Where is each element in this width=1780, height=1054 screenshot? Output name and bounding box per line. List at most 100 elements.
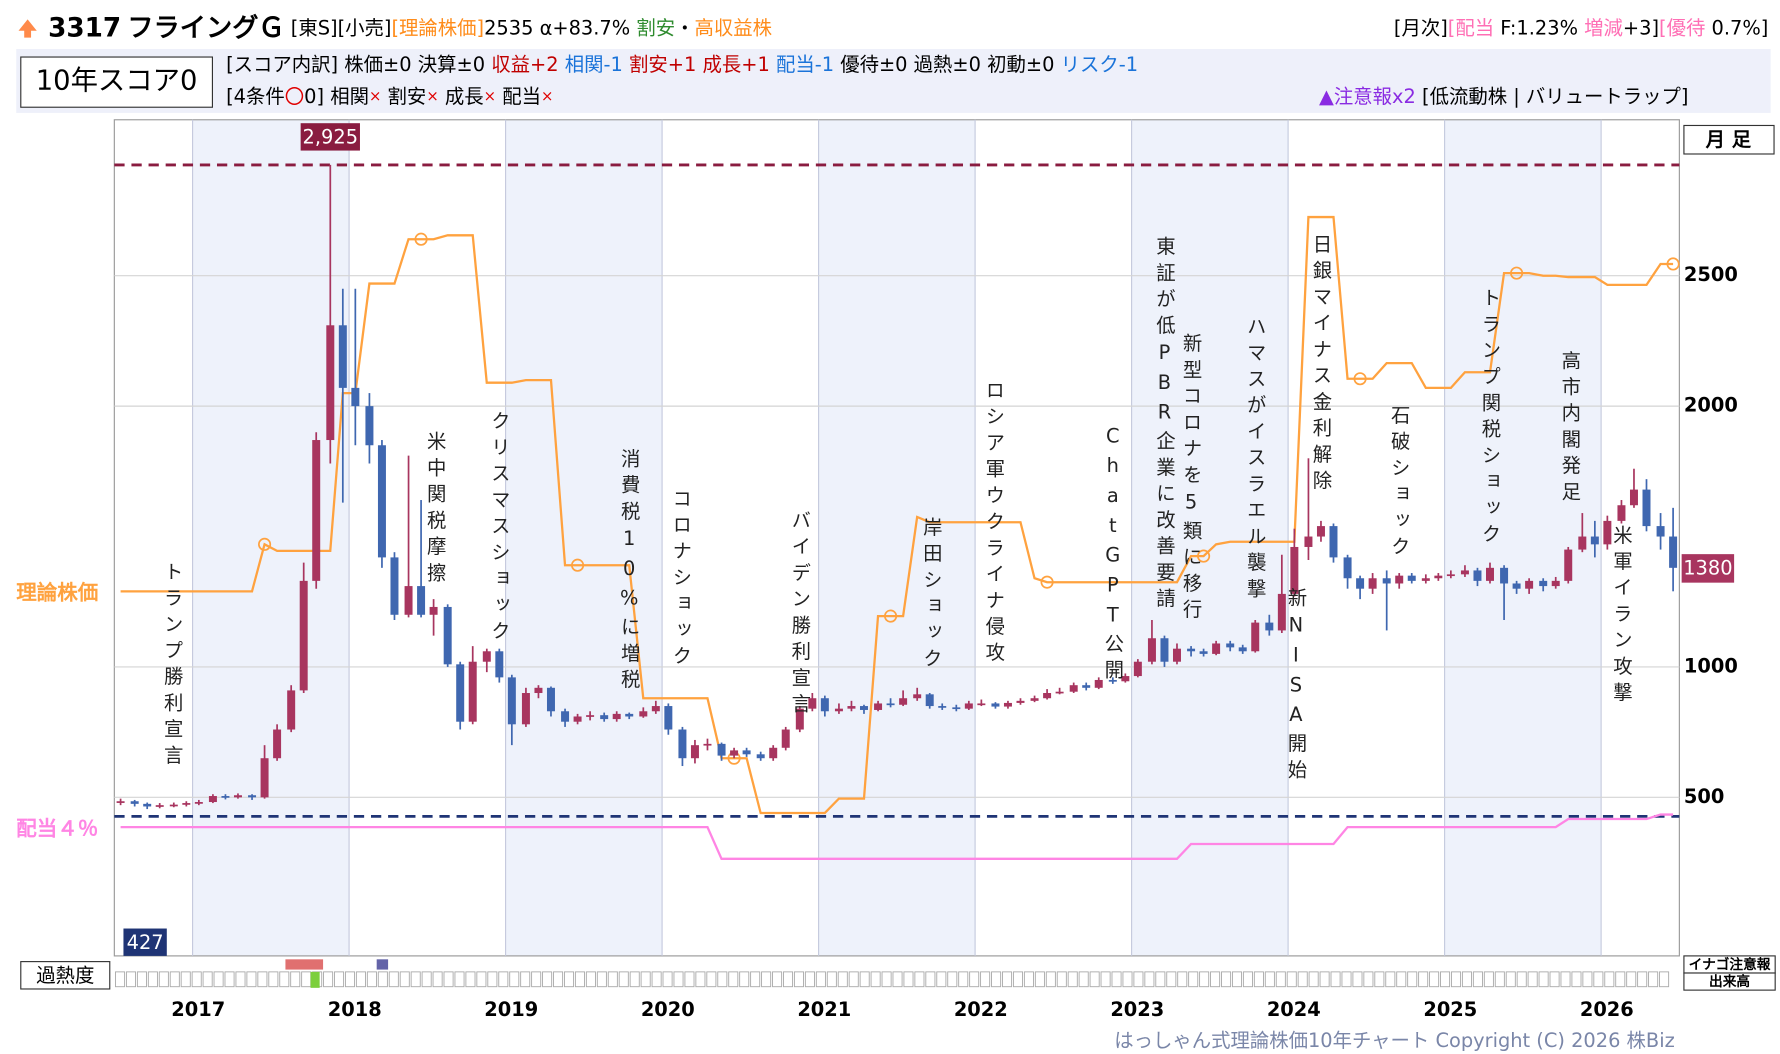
heat-cell xyxy=(399,971,410,988)
heat-cell xyxy=(1560,971,1571,988)
candle-body xyxy=(456,664,465,722)
conditions-count: 0] xyxy=(304,84,324,107)
x-tick-label: 2019 xyxy=(484,998,538,1021)
alpha: α+83.7% xyxy=(540,16,631,39)
theory-marker xyxy=(1666,257,1680,271)
heat-cell xyxy=(914,971,925,988)
series-label: 理論株価 xyxy=(16,581,98,605)
heat-cell xyxy=(1330,971,1341,988)
plot-frame xyxy=(113,119,1680,957)
candle-body xyxy=(365,406,374,446)
heat-cell xyxy=(618,971,629,988)
score-item: 株価±0 xyxy=(344,53,411,76)
heat-cell xyxy=(969,971,980,988)
candle-body xyxy=(404,586,413,615)
candle-body xyxy=(1525,580,1534,589)
heat-cell xyxy=(388,971,399,988)
x-tick-label: 2022 xyxy=(954,998,1008,1021)
score-item: 配当-1 xyxy=(776,53,834,76)
heat-cell xyxy=(1253,971,1264,988)
event-label: ロシア軍ウクライナ侵攻 xyxy=(982,380,1005,669)
heat-cell xyxy=(158,971,169,988)
event-label: クリスマスショック xyxy=(488,411,511,647)
heat-cell xyxy=(837,971,848,988)
candle-body xyxy=(1016,700,1025,703)
candle-body xyxy=(116,801,125,803)
heat-cell xyxy=(1648,971,1659,988)
candle-body xyxy=(546,687,555,712)
heat-cell xyxy=(1582,971,1593,988)
heat-cell xyxy=(1188,971,1199,988)
candle-body xyxy=(1147,638,1156,662)
candle-body xyxy=(1421,578,1430,581)
candle-body xyxy=(1578,536,1587,550)
yutai-label: [優待 xyxy=(1659,16,1705,39)
candle-body xyxy=(1133,661,1142,677)
heat-cell xyxy=(1056,971,1067,988)
event-label: 米中関税摩擦 xyxy=(424,431,447,588)
heat-cell xyxy=(366,971,377,988)
heat-cell xyxy=(1100,971,1111,988)
candle-body xyxy=(1003,702,1012,707)
candle-body xyxy=(586,715,595,717)
candle-body xyxy=(507,677,516,725)
event-label: 高市内閣発足 xyxy=(1558,350,1581,507)
heat-cell xyxy=(290,971,301,988)
heat-cell xyxy=(585,971,596,988)
heat-cell xyxy=(1593,971,1604,988)
heat-cell xyxy=(848,971,859,988)
candle-body xyxy=(194,802,203,804)
candle-body xyxy=(417,586,426,615)
candle-body xyxy=(991,703,1000,707)
candle-body xyxy=(1121,676,1130,682)
candle-body xyxy=(690,745,699,759)
heat-cell xyxy=(213,971,224,988)
heat-cell xyxy=(1363,971,1374,988)
heat-cell xyxy=(235,971,246,988)
candle-body xyxy=(377,445,386,558)
score-item: 決算±0 xyxy=(418,53,485,76)
cross: × xyxy=(369,88,381,105)
heat-cell xyxy=(1604,971,1615,988)
heat-cell xyxy=(684,971,695,988)
heat-cell xyxy=(925,971,936,988)
heat-cell xyxy=(563,971,575,988)
heat-cell xyxy=(958,971,969,988)
theory-marker xyxy=(414,232,428,246)
theory-marker xyxy=(884,609,898,623)
heat-cell xyxy=(1166,971,1177,988)
heat-cell xyxy=(334,971,345,988)
candle-body xyxy=(1094,679,1103,688)
heat-cell xyxy=(596,971,607,988)
candle-body xyxy=(390,557,399,615)
candle-body xyxy=(1669,536,1678,568)
cross: × xyxy=(541,88,553,105)
score-item: 相関-1 xyxy=(565,53,623,76)
heat-cell xyxy=(531,971,542,988)
score-breakdown: [スコア内訳] 株価±0 決算±0 収益+2 相関-1 割安+1 成長+1 配当… xyxy=(226,53,1138,76)
candle-body xyxy=(1343,557,1352,579)
stock-code: 3317 xyxy=(48,13,121,43)
heat-cell xyxy=(1626,971,1637,988)
y-tick-label: 500 xyxy=(1684,785,1724,808)
heat-cell xyxy=(1396,971,1407,988)
heat-cell xyxy=(1089,971,1100,988)
heat-cell xyxy=(1385,971,1396,988)
last-price-label: 1380 xyxy=(1683,556,1732,579)
warning: ▲注意報x2 [低流動株 | バリュートラップ] xyxy=(1319,84,1688,107)
period-label: 月 足 xyxy=(1705,128,1752,151)
side-label-box xyxy=(1683,972,1776,991)
candle-body xyxy=(913,694,922,699)
event-label: 岸田ショック xyxy=(920,517,943,674)
heat-label: 過熱度 xyxy=(36,964,94,987)
heat-cell xyxy=(936,971,947,988)
heat-cell xyxy=(1418,971,1429,988)
candle-body xyxy=(977,703,986,706)
heat-cell xyxy=(804,971,815,988)
candle-body xyxy=(899,698,908,705)
heat-cell xyxy=(673,971,684,988)
heat-cell xyxy=(1615,971,1626,988)
candle-body xyxy=(248,795,257,798)
event-label: トランプ関税ショック xyxy=(1478,287,1501,549)
